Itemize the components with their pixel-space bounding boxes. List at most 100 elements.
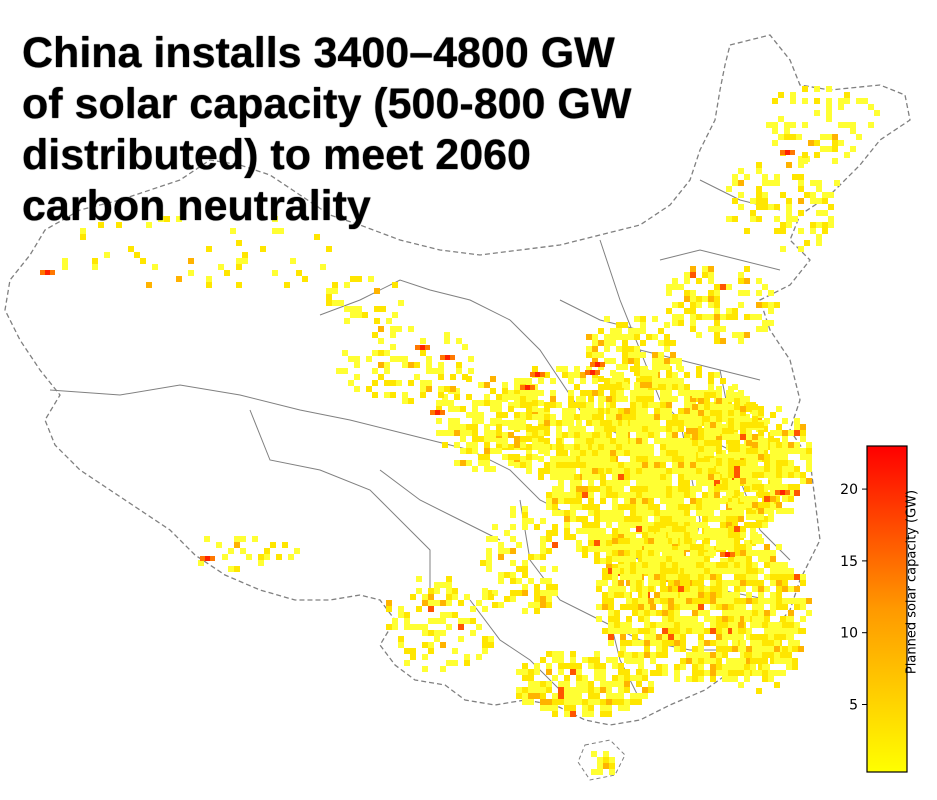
capacity-pixel <box>632 634 638 640</box>
capacity-pixel <box>770 460 776 466</box>
capacity-pixel <box>726 516 732 522</box>
capacity-pixel <box>558 480 564 486</box>
capacity-pixel <box>686 422 692 428</box>
capacity-pixel <box>514 442 520 448</box>
capacity-pixel <box>582 528 588 534</box>
capacity-pixel <box>618 462 624 468</box>
capacity-pixel <box>734 508 740 514</box>
capacity-pixel <box>692 580 698 586</box>
capacity-pixel <box>464 594 470 600</box>
capacity-pixel <box>570 534 576 540</box>
capacity-pixel <box>484 400 490 406</box>
capacity-pixel <box>356 276 362 282</box>
capacity-pixel <box>780 670 786 676</box>
capacity-pixel <box>484 466 490 472</box>
capacity-pixel <box>454 424 460 430</box>
capacity-pixel <box>726 510 732 516</box>
capacity-pixel <box>722 544 728 550</box>
capacity-pixel <box>764 544 770 550</box>
capacity-pixel <box>426 356 432 362</box>
capacity-pixel <box>344 306 350 312</box>
capacity-pixel <box>674 580 680 586</box>
capacity-pixel <box>634 358 640 364</box>
capacity-pixel <box>582 486 588 492</box>
capacity-pixel <box>774 652 780 658</box>
capacity-pixel <box>428 642 434 648</box>
capacity-pixel <box>586 432 592 438</box>
capacity-pixel <box>716 598 722 604</box>
capacity-pixel <box>784 134 790 140</box>
capacity-pixel <box>788 496 794 502</box>
capacity-pixel <box>624 705 630 711</box>
capacity-pixel <box>592 456 598 462</box>
capacity-pixel <box>708 326 714 332</box>
capacity-pixel <box>528 578 534 584</box>
capacity-pixel <box>454 418 460 424</box>
capacity-pixel <box>714 332 720 338</box>
capacity-pixel <box>658 328 664 334</box>
capacity-pixel <box>606 574 612 580</box>
capacity-pixel <box>648 468 654 474</box>
capacity-pixel <box>618 510 624 516</box>
capacity-pixel <box>618 681 624 687</box>
capacity-pixel <box>770 442 776 448</box>
capacity-pixel <box>466 412 472 418</box>
capacity-pixel <box>532 406 538 412</box>
capacity-pixel <box>62 258 68 264</box>
capacity-pixel <box>710 592 716 598</box>
capacity-pixel <box>498 578 504 584</box>
capacity-pixel <box>704 404 710 410</box>
capacity-pixel <box>644 538 650 544</box>
capacity-pixel <box>690 544 696 550</box>
capacity-pixel <box>608 592 614 598</box>
capacity-pixel <box>722 538 728 544</box>
capacity-pixel <box>750 622 756 628</box>
capacity-pixel <box>616 390 622 396</box>
capacity-pixel <box>366 356 372 362</box>
capacity-pixel <box>158 216 164 222</box>
capacity-pixel <box>782 646 788 652</box>
capacity-pixel <box>740 628 746 634</box>
capacity-pixel <box>660 480 666 486</box>
capacity-pixel <box>666 408 672 414</box>
capacity-pixel <box>732 384 738 390</box>
capacity-pixel <box>686 440 692 446</box>
capacity-pixel <box>390 326 396 332</box>
capacity-pixel <box>630 504 636 510</box>
capacity-pixel <box>776 448 782 454</box>
colorbar-tick-label: 15 <box>840 554 858 570</box>
capacity-pixel <box>504 596 510 602</box>
capacity-pixel <box>744 396 750 402</box>
capacity-pixel <box>762 676 768 682</box>
capacity-pixel <box>594 663 600 669</box>
capacity-pixel <box>666 372 672 378</box>
capacity-pixel <box>552 530 558 536</box>
capacity-pixel <box>552 711 558 717</box>
capacity-pixel <box>740 406 746 412</box>
capacity-pixel <box>632 628 638 634</box>
capacity-hotspot-pixel <box>440 355 445 360</box>
capacity-pixel <box>762 320 768 326</box>
capacity-pixel <box>750 658 756 664</box>
capacity-pixel <box>778 92 784 98</box>
capacity-pixel <box>458 624 464 630</box>
capacity-pixel <box>544 450 550 456</box>
capacity-pixel <box>660 396 666 402</box>
capacity-pixel <box>354 356 360 362</box>
capacity-pixel <box>272 216 278 222</box>
capacity-pixel <box>640 370 646 376</box>
capacity-hotspot-pixel <box>50 270 55 275</box>
capacity-pixel <box>666 384 672 390</box>
capacity-pixel <box>726 396 732 402</box>
capacity-pixel <box>702 266 708 272</box>
capacity-pixel <box>568 378 574 384</box>
capacity-pixel <box>448 424 454 430</box>
capacity-pixel <box>508 406 514 412</box>
capacity-pixel <box>692 416 698 422</box>
capacity-pixel <box>630 402 636 408</box>
capacity-pixel <box>402 398 408 404</box>
capacity-pixel <box>618 372 624 378</box>
capacity-pixel <box>610 414 616 420</box>
capacity-pixel <box>618 408 624 414</box>
capacity-pixel <box>450 374 456 380</box>
